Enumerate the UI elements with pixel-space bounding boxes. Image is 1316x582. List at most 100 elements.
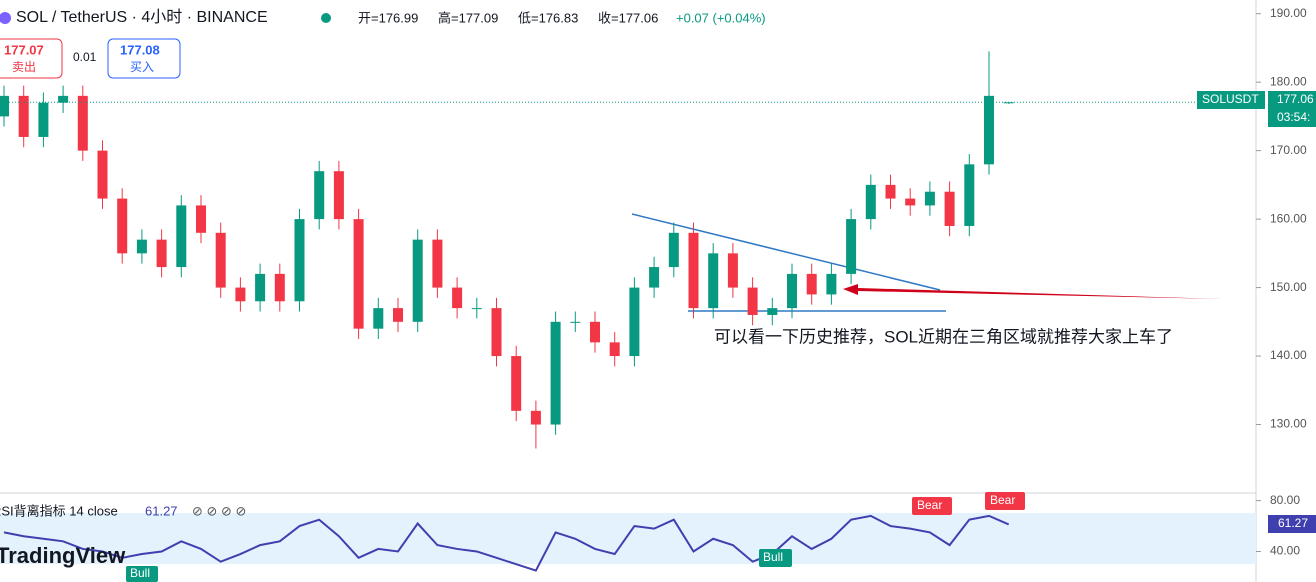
countdown: 03:54:: [1277, 110, 1310, 124]
y-tick-label: 170.00: [1270, 143, 1307, 157]
candle-body: [609, 342, 620, 357]
candle-body: [117, 198, 128, 254]
rsi-value: 61.27: [145, 503, 178, 518]
ohlc: 高=177.09: [438, 10, 498, 25]
candle-body: [373, 308, 384, 329]
candle-body: [826, 273, 837, 295]
candle-body: [471, 308, 482, 310]
candle-body: [570, 321, 581, 323]
candle-body: [176, 205, 187, 268]
rsi-tag: 61.27: [1278, 516, 1308, 530]
candle-body: [806, 273, 817, 295]
candle-body: [629, 287, 640, 357]
y-tick-label: 40.00: [1270, 544, 1300, 558]
candle-body: [294, 219, 305, 302]
candle-body: [491, 308, 502, 357]
trend-line: [631, 213, 941, 291]
signal: Bull: [763, 550, 783, 564]
buy-button[interactable]: [107, 38, 181, 79]
candle-body: [136, 239, 147, 254]
candle-body: [846, 219, 857, 274]
chart-title: SOL / TetherUS · 4小时 · BINANCE: [16, 8, 268, 26]
candle-body: [924, 191, 935, 206]
candle-body: [885, 184, 896, 199]
ohlc: 开=176.99: [358, 10, 418, 25]
rsi-tag-bg: [1268, 515, 1316, 533]
candle-body: [688, 232, 699, 309]
candle-body: [97, 150, 108, 199]
symbol-icon: [0, 12, 11, 24]
icons: ⊘ ⊘ ⊘ ⊘: [192, 503, 246, 518]
candle-body: [984, 95, 994, 165]
y-tick-label: 160.00: [1270, 211, 1307, 225]
signal-bg: [126, 566, 158, 582]
candle-body: [590, 321, 600, 343]
candle-body: [196, 205, 206, 233]
candle-body: [215, 232, 226, 288]
candle-body: [235, 287, 246, 302]
annotation: 可以看一下历史推荐，SOL近期在三角区域就推荐大家上车了: [714, 327, 1173, 346]
sell-price: 177.07: [4, 42, 44, 57]
candle-body: [274, 273, 285, 302]
rsi-band: [0, 513, 1256, 564]
change: +0.07 (+0.04%): [676, 10, 766, 25]
y-tick-label: 180.00: [1270, 74, 1307, 88]
sell-button[interactable]: [0, 38, 63, 79]
candle-body: [333, 171, 344, 220]
signal: Bear: [990, 493, 1015, 507]
signal-bg: [759, 549, 792, 567]
y-tick-label: 190.00: [1270, 6, 1307, 20]
candle-body: [668, 232, 679, 268]
price-tag: 177.06: [1277, 92, 1314, 106]
candle-body: [432, 239, 443, 288]
ohlc: 收=177.06: [598, 10, 658, 25]
candle-body: [511, 356, 522, 411]
buy-label: 买入: [130, 60, 154, 74]
candle-body: [58, 95, 69, 103]
candle-body: [530, 410, 541, 425]
candle-body: [18, 95, 29, 137]
signal-bg: [985, 492, 1025, 510]
candle-body: [77, 95, 88, 151]
candle-body: [0, 95, 9, 117]
candle-body: [314, 171, 325, 220]
y-tick-label: 130.00: [1270, 417, 1307, 431]
y-tick-label: 140.00: [1270, 348, 1307, 362]
symbol-tag-bg: [1197, 91, 1265, 109]
candle-body: [865, 184, 876, 220]
candle-body: [156, 239, 167, 268]
candle-body: [550, 321, 561, 425]
candle-body: [787, 273, 797, 309]
candle-body: [767, 308, 778, 315]
signal: Bear: [917, 498, 942, 512]
candle-body: [649, 267, 660, 288]
candle-body: [905, 198, 916, 206]
sell-label: 卖出: [12, 60, 36, 74]
price-tag-bg: [1268, 91, 1316, 127]
spread: 0.01: [73, 50, 97, 64]
candle-body: [944, 191, 955, 226]
status-dot: [321, 13, 331, 23]
candle-body: [255, 273, 266, 302]
candle-body: [452, 287, 463, 309]
signal-bg: [912, 497, 952, 515]
rsi-line: [3, 514, 1010, 572]
y-tick-label: 80.00: [1270, 493, 1300, 507]
y-tick-label: 150.00: [1270, 280, 1307, 294]
candle-body: [708, 253, 719, 309]
brand: TradingView: [0, 543, 126, 568]
candle-body: [412, 239, 423, 322]
candle-body: [393, 308, 403, 322]
candle-body: [964, 164, 975, 226]
arrow: [843, 284, 1222, 299]
candle-body: [38, 102, 49, 137]
candle-body: [727, 253, 738, 288]
signal: Bull: [130, 566, 150, 580]
ohlc: 低=176.83: [518, 10, 578, 25]
candle-body: [747, 287, 758, 315]
buy-price: 177.08: [120, 42, 160, 57]
candle-body: [353, 219, 364, 329]
symbol-tag: SOLUSDT: [1202, 92, 1259, 106]
